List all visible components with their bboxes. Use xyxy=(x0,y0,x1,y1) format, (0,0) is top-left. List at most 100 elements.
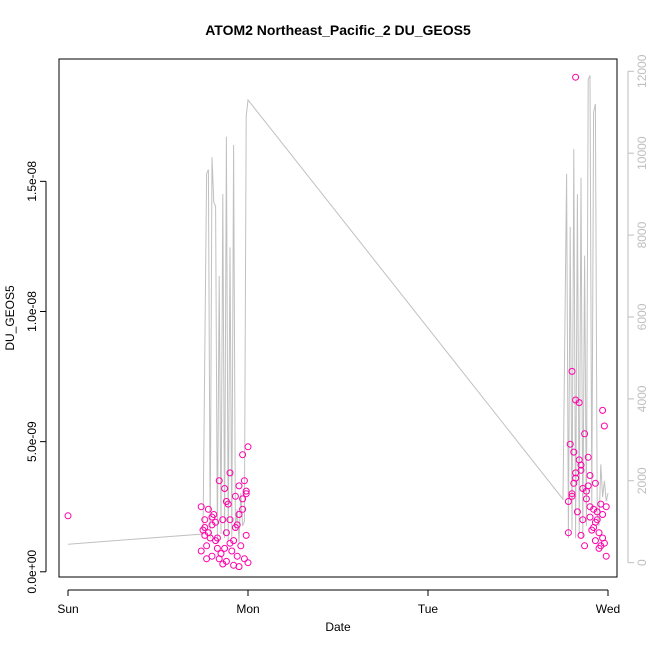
data-point xyxy=(210,511,218,518)
data-point xyxy=(564,498,572,505)
data-point xyxy=(579,516,587,524)
data-point xyxy=(204,505,212,513)
data-point xyxy=(597,500,605,508)
data-point xyxy=(203,542,211,550)
x-tick-label: Mon xyxy=(236,602,259,616)
y-axis-left: 0.0e+00 5.0e-09 1.0e-08 1.5e-08 xyxy=(25,161,47,594)
data-point xyxy=(237,542,245,550)
y2-tick-label: 4000 xyxy=(635,385,649,412)
data-point xyxy=(228,547,236,555)
data-point xyxy=(599,511,607,518)
data-point xyxy=(233,521,241,529)
data-point xyxy=(221,544,229,552)
data-point xyxy=(201,516,209,524)
y-tick-label: 1.5e-08 xyxy=(25,161,39,202)
data-point xyxy=(242,531,250,539)
plot-area-frame xyxy=(58,58,618,578)
data-point xyxy=(233,552,241,560)
points-layer xyxy=(64,73,610,571)
data-point xyxy=(231,492,239,500)
data-point xyxy=(581,430,589,438)
data-point xyxy=(230,537,238,545)
data-point xyxy=(208,552,216,560)
x-tick-label: Tue xyxy=(418,602,439,616)
data-point xyxy=(568,492,576,500)
y2-tick-label: 0 xyxy=(635,559,649,566)
data-point xyxy=(597,542,605,550)
data-point xyxy=(239,495,247,503)
data-point xyxy=(572,474,580,482)
data-point xyxy=(235,563,243,571)
data-point xyxy=(213,544,221,552)
data-point xyxy=(203,555,211,563)
data-point xyxy=(572,73,580,81)
chart-title: ATOM2 Northeast_Pacific_2 DU_GEOS5 xyxy=(205,22,471,38)
data-point xyxy=(226,469,234,477)
x-axis-label: Date xyxy=(325,620,351,634)
data-point xyxy=(575,456,583,464)
y-tick-label: 0.0e+00 xyxy=(25,550,39,594)
data-point xyxy=(602,552,610,560)
data-point xyxy=(240,477,248,485)
y2-tick-label: 12000 xyxy=(635,54,649,88)
data-point xyxy=(222,557,230,565)
data-point xyxy=(586,472,594,479)
data-point xyxy=(197,547,205,555)
data-point xyxy=(212,518,220,526)
data-point xyxy=(568,490,576,498)
data-point xyxy=(600,422,608,430)
data-point xyxy=(586,503,594,511)
x-tick-label: Sun xyxy=(57,602,78,616)
data-point xyxy=(217,550,225,558)
data-point xyxy=(575,399,583,407)
data-point xyxy=(206,534,214,542)
data-point xyxy=(573,508,581,516)
data-point xyxy=(64,512,72,520)
data-point xyxy=(222,498,230,505)
data-point xyxy=(586,513,594,521)
data-point xyxy=(591,518,599,526)
data-point xyxy=(226,516,234,524)
data-point xyxy=(201,524,209,531)
data-point xyxy=(197,503,205,511)
altitude-series-line xyxy=(67,75,609,545)
y2-tick-label: 10000 xyxy=(635,136,649,170)
data-point xyxy=(242,490,250,498)
data-point xyxy=(577,531,585,539)
data-point xyxy=(235,511,243,518)
data-point xyxy=(568,367,576,375)
data-point xyxy=(222,529,230,537)
data-point xyxy=(591,537,599,545)
data-point xyxy=(564,529,572,537)
data-point xyxy=(242,487,250,495)
data-point xyxy=(577,466,585,474)
data-point xyxy=(240,555,248,563)
data-point xyxy=(581,542,589,550)
data-point xyxy=(221,485,229,492)
x-tick-label: Wed xyxy=(596,602,620,616)
y2-tick-label: 6000 xyxy=(635,303,649,330)
data-point xyxy=(584,482,592,490)
data-point xyxy=(591,479,599,487)
data-point xyxy=(244,443,252,451)
y2-tick-label: 8000 xyxy=(635,221,649,248)
data-point xyxy=(219,516,227,524)
y-axis-label: DU_GEOS5 xyxy=(3,285,17,351)
y-axis-right: 0 2000 4000 6000 8000 10000 12000 xyxy=(627,54,649,566)
data-point xyxy=(566,440,574,448)
data-point xyxy=(244,559,252,567)
data-point xyxy=(582,495,590,503)
data-point xyxy=(572,469,580,477)
data-point xyxy=(215,477,223,485)
data-point xyxy=(235,482,243,490)
data-point xyxy=(239,505,247,513)
data-point xyxy=(570,448,578,456)
altitude-line-layer xyxy=(67,75,609,545)
data-point xyxy=(239,451,247,459)
data-point xyxy=(602,503,610,511)
data-point xyxy=(593,508,601,516)
data-point xyxy=(584,453,592,461)
y-tick-label: 5.0e-09 xyxy=(25,421,39,462)
